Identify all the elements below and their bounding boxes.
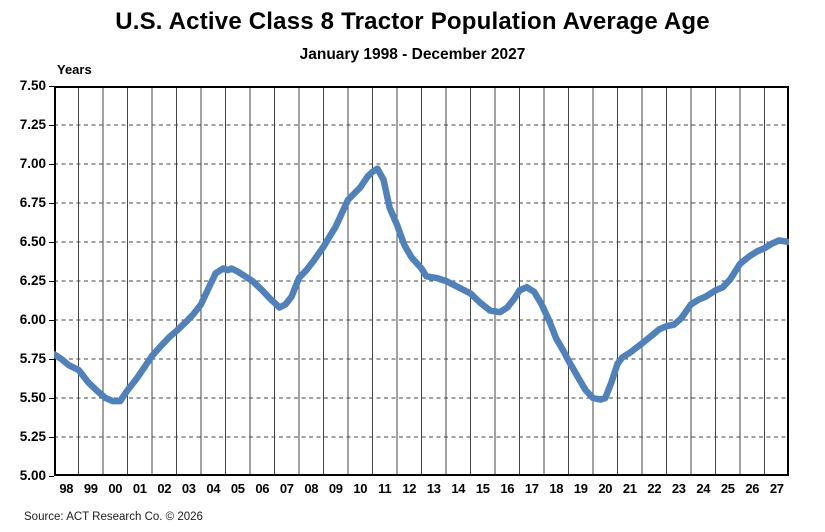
x-tick-label: 27 — [769, 481, 784, 496]
x-tick-label: 00 — [108, 481, 123, 496]
y-tick-label: 6.00 — [19, 312, 46, 327]
x-tick-label: 01 — [132, 481, 147, 496]
y-tick-label: 6.25 — [19, 273, 46, 288]
y-tick-label: 5.75 — [19, 351, 46, 366]
x-tick-label: 17 — [524, 481, 539, 496]
y-tick-mark — [49, 125, 54, 126]
x-tick-label: 24 — [696, 481, 711, 496]
x-tick-label: 13 — [426, 481, 441, 496]
x-tick-label: 12 — [402, 481, 417, 496]
y-tick-mark — [49, 242, 54, 243]
x-tick-label: 07 — [279, 481, 294, 496]
y-tick-label: 5.25 — [19, 429, 46, 444]
y-tick-mark — [49, 359, 54, 360]
y-tick-label: 5.00 — [19, 468, 46, 483]
x-tick-label: 14 — [451, 481, 466, 496]
x-tick-label: 09 — [328, 481, 343, 496]
x-tick-label: 10 — [353, 481, 368, 496]
y-axis-unit-label: Years — [57, 62, 92, 77]
x-tick-label: 19 — [573, 481, 588, 496]
y-tick-mark — [49, 476, 54, 477]
x-tick-label: 25 — [720, 481, 735, 496]
plot-area — [54, 86, 789, 476]
x-tick-label: 04 — [206, 481, 221, 496]
y-tick-label: 6.50 — [19, 234, 46, 249]
y-tick-label: 5.50 — [19, 390, 46, 405]
chart-subtitle: January 1998 - December 2027 — [299, 46, 526, 63]
y-tick-mark — [49, 281, 54, 282]
y-tick-mark — [49, 164, 54, 165]
source-note: Source: ACT Research Co. © 2026 — [24, 511, 203, 523]
chart-title: U.S. Active Class 8 Tractor Population A… — [115, 8, 710, 35]
y-tick-label: 6.75 — [19, 195, 46, 210]
x-tick-label: 02 — [157, 481, 172, 496]
x-tick-label: 22 — [647, 481, 662, 496]
x-tick-label: 05 — [230, 481, 245, 496]
x-tick-label: 08 — [304, 481, 319, 496]
y-tick-label: 7.50 — [19, 78, 46, 93]
y-tick-mark — [49, 437, 54, 438]
x-tick-label: 98 — [59, 481, 74, 496]
y-tick-mark — [49, 398, 54, 399]
y-tick-mark — [49, 320, 54, 321]
x-tick-label: 21 — [622, 481, 637, 496]
x-tick-label: 18 — [549, 481, 564, 496]
x-tick-label: 15 — [475, 481, 490, 496]
x-tick-label: 26 — [745, 481, 760, 496]
x-tick-label: 16 — [500, 481, 515, 496]
x-tick-label: 20 — [598, 481, 613, 496]
x-tick-label: 11 — [378, 481, 392, 496]
y-tick-label: 7.25 — [19, 117, 46, 132]
y-tick-mark — [49, 86, 54, 87]
plot-border — [54, 86, 789, 476]
x-tick-label: 03 — [181, 481, 196, 496]
y-tick-mark — [49, 203, 54, 204]
x-tick-label: 99 — [83, 481, 98, 496]
x-tick-label: 23 — [671, 481, 686, 496]
y-tick-label: 7.00 — [19, 156, 46, 171]
trend-line — [54, 165, 789, 405]
x-tick-label: 06 — [255, 481, 270, 496]
